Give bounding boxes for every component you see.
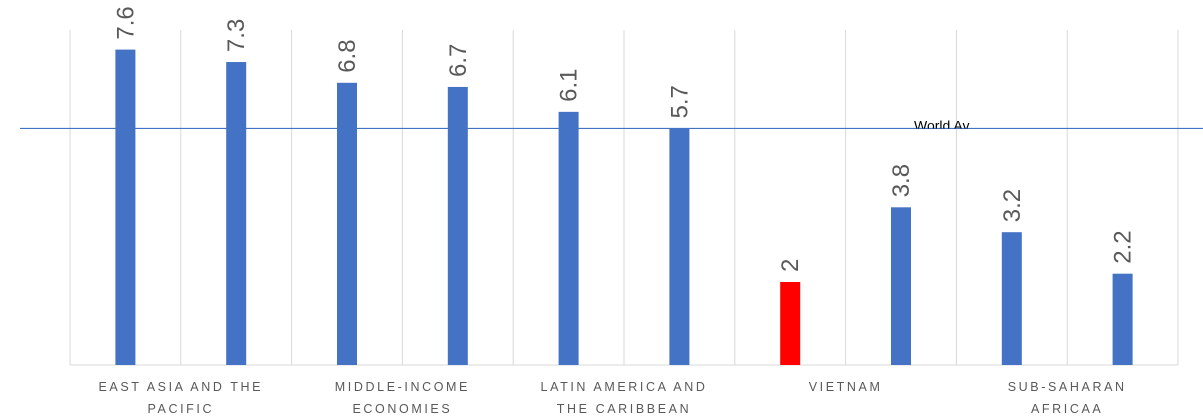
category-axis-labels: EAST ASIA AND THE PACIFIC MIDDLE-INCOME ECO…: [98, 380, 1127, 416]
data-label: 6.8: [334, 39, 361, 72]
category-label: THE CARIBBEAN: [557, 402, 692, 416]
category-label: VIETNAM: [809, 380, 883, 394]
data-label: 3.8: [888, 164, 915, 197]
data-label: 2.2: [1110, 230, 1137, 263]
bar: [891, 207, 911, 365]
data-label: 7.6: [112, 6, 139, 39]
data-label: 2: [777, 259, 804, 272]
category-label: PACIFIC: [148, 402, 215, 416]
bar: [558, 111, 579, 365]
category-label: AFRICAA: [1031, 402, 1103, 416]
bar: [669, 128, 690, 365]
bar: [1112, 273, 1133, 365]
data-label: 7.3: [223, 19, 250, 52]
bar: [447, 86, 468, 365]
bar: [780, 282, 801, 365]
category-label: LATIN AMERICA AND: [541, 380, 708, 394]
bar: [337, 82, 357, 366]
data-label: 6.7: [445, 44, 472, 77]
category-label: ECONOMIES: [352, 402, 452, 416]
category-label: MIDDLE-INCOME: [335, 380, 470, 394]
category-label: SUB-SAHARAN: [1008, 380, 1127, 394]
data-label: 3.2: [999, 189, 1026, 222]
bar: [226, 62, 247, 366]
gridlines: [69, 30, 1179, 366]
data-label: 5.7: [666, 85, 693, 118]
bar: [115, 49, 136, 365]
reference-line-group: World Av...: [20, 117, 1203, 133]
category-label: EAST ASIA AND THE: [98, 380, 263, 394]
data-label: 6.1: [556, 68, 583, 101]
world-average-label: World Av...: [914, 117, 980, 133]
bar: [1001, 232, 1022, 365]
data-labels: 7.6 7.3 6.8 6.7 6.1 5.7 2 3.8 3.2 2.2: [112, 6, 1136, 272]
